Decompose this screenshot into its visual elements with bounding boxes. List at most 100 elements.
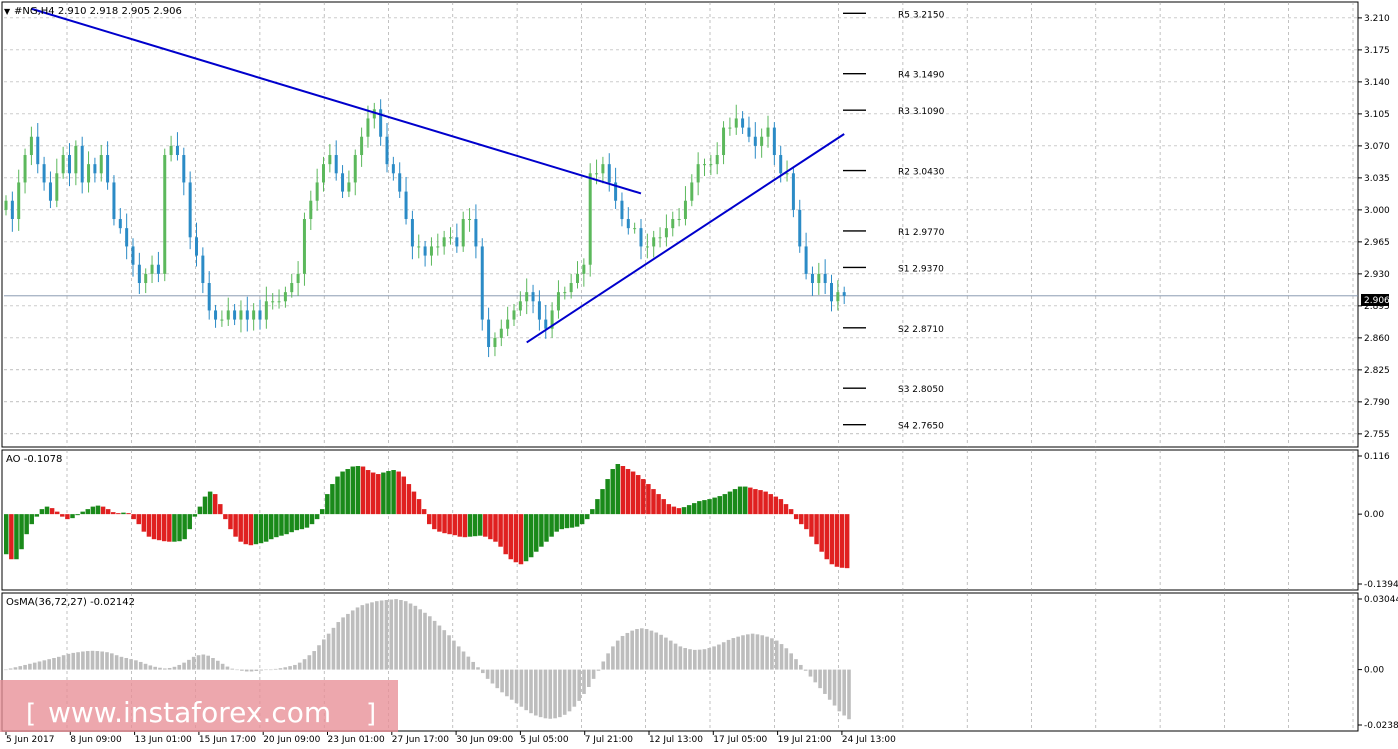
candle-body xyxy=(55,173,59,201)
candle-body xyxy=(449,237,452,239)
ao-bar xyxy=(681,507,687,515)
osma-bar xyxy=(254,669,259,671)
osma-bar xyxy=(105,652,109,670)
candle-body xyxy=(810,273,814,284)
ao-bar xyxy=(65,514,70,520)
osma-bar xyxy=(524,669,528,711)
ao-bar xyxy=(635,475,641,515)
osma-bar xyxy=(167,667,172,670)
candle-body xyxy=(461,219,465,247)
candle-body xyxy=(398,173,402,192)
osma-bar xyxy=(259,669,263,671)
ao-bar xyxy=(595,499,600,515)
candle-body xyxy=(309,200,313,220)
ao-bar xyxy=(34,514,40,517)
candle-body xyxy=(207,283,211,311)
ao-bar xyxy=(289,514,294,533)
osma-bar xyxy=(712,646,716,670)
candles[interactable] xyxy=(4,99,846,358)
osma-bar xyxy=(495,669,500,689)
ao-bar xyxy=(834,514,840,567)
osma-bar xyxy=(630,630,634,670)
osma-bar xyxy=(418,609,422,670)
osma-bar xyxy=(837,669,842,712)
trendlines[interactable] xyxy=(31,7,845,344)
ao-bar xyxy=(161,514,167,542)
pivot-level-label: S3 2.8050 xyxy=(898,385,944,395)
menu-triangle-icon[interactable]: ▼ xyxy=(4,7,11,16)
candle-body xyxy=(4,200,8,210)
osma-bar xyxy=(375,601,379,670)
ao-bar xyxy=(39,509,45,515)
watermark-right-bracket: ] xyxy=(366,699,376,729)
osma-bar xyxy=(538,669,543,718)
ao-bar xyxy=(335,476,340,515)
ao-bar xyxy=(768,494,773,515)
candle-body xyxy=(360,136,364,156)
ao-bar xyxy=(554,514,559,532)
ao-bar xyxy=(376,474,381,515)
osma-bar xyxy=(562,669,567,715)
osma-bar xyxy=(360,605,365,670)
ao-bar xyxy=(386,471,391,515)
ao-bar xyxy=(630,471,636,515)
y-tick-label: 2.930 xyxy=(1364,270,1390,280)
osma-bar xyxy=(697,649,702,670)
osma-bar xyxy=(100,651,104,670)
osma-bar xyxy=(110,653,114,670)
ao-bar xyxy=(197,506,203,515)
osma-bar xyxy=(249,669,254,672)
candle-body xyxy=(734,118,738,128)
osma-bar xyxy=(601,661,606,670)
ao-bar xyxy=(95,505,101,515)
ao-bar xyxy=(207,491,213,515)
candle-body xyxy=(531,292,535,302)
ao-bar xyxy=(462,514,468,538)
ao-bar xyxy=(788,509,794,515)
ao-bar xyxy=(223,514,228,520)
candle-body xyxy=(766,127,770,137)
ao-bar xyxy=(146,514,152,537)
osma-bar xyxy=(803,669,808,671)
candle-body xyxy=(620,200,624,220)
candle-body xyxy=(677,219,681,221)
osma-bar xyxy=(350,610,355,670)
ao-bar xyxy=(274,514,279,538)
candle-body xyxy=(347,182,351,192)
candle-body xyxy=(385,136,389,165)
ao-bar xyxy=(498,514,503,547)
ao-bar xyxy=(753,489,758,515)
osma-bar xyxy=(721,642,726,670)
ao-bar xyxy=(809,514,814,537)
osma-bar xyxy=(336,622,341,670)
ao-bar xyxy=(574,514,580,527)
x-tick-label: 7 Jul 21:00 xyxy=(585,735,634,745)
osma-bar xyxy=(153,666,157,670)
osma-bar xyxy=(813,669,818,683)
candle-body xyxy=(614,182,618,201)
pivot-level-label: S1 2.9370 xyxy=(898,264,944,274)
osma-bar xyxy=(827,669,832,700)
osma-bar xyxy=(71,652,76,670)
candle-body xyxy=(569,283,573,293)
ao-bar xyxy=(243,514,249,545)
ao-bar xyxy=(671,506,677,515)
osma-bar xyxy=(799,664,803,670)
ao-bar xyxy=(29,514,34,525)
osma-bar xyxy=(129,659,133,670)
candle-body xyxy=(23,155,27,183)
x-tick-label: 8 Jun 09:00 xyxy=(70,735,122,745)
candle-body xyxy=(703,164,706,166)
osma-bar xyxy=(220,663,225,670)
candle-body xyxy=(512,310,516,320)
ao-bar xyxy=(758,490,763,515)
candle-body xyxy=(442,237,446,247)
osma-bar xyxy=(172,666,177,670)
osma-bar xyxy=(519,669,524,707)
osma-bar xyxy=(307,655,312,670)
osma-bar xyxy=(57,656,61,670)
candle-body xyxy=(499,328,503,338)
y-tick-label: 2.860 xyxy=(1364,334,1390,344)
candle-body xyxy=(487,319,491,348)
